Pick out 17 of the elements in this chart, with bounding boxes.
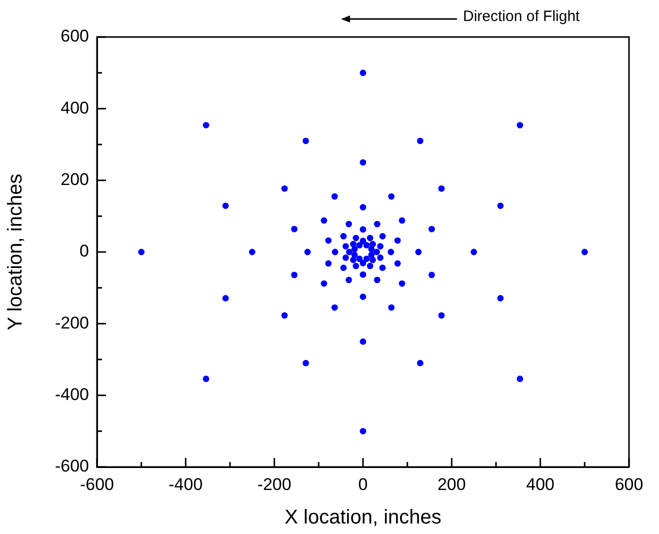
x-tick-label: -200 — [257, 474, 292, 494]
y-tick-label: -600 — [54, 456, 89, 476]
y-tick-label: 200 — [60, 170, 89, 190]
y-tick-label: 400 — [60, 98, 89, 118]
y-axis-title: Y location, inches — [4, 174, 27, 330]
x-tick-label: -600 — [80, 474, 114, 494]
x-tick-label: 400 — [526, 474, 555, 494]
x-tick-label: -400 — [168, 474, 203, 494]
y-tick-label: -400 — [54, 385, 89, 404]
y-tick-label: 0 — [80, 242, 89, 261]
x-tick-label: 0 — [358, 474, 368, 494]
text: Direction of Flight — [463, 8, 580, 25]
y-tick-label: 600 — [60, 26, 89, 46]
x-axis-title: X location, inches — [284, 506, 442, 529]
x-tick-label: 600 — [614, 474, 644, 494]
y-tick-label: -200 — [54, 313, 89, 332]
x-tick-label: 200 — [437, 474, 466, 494]
